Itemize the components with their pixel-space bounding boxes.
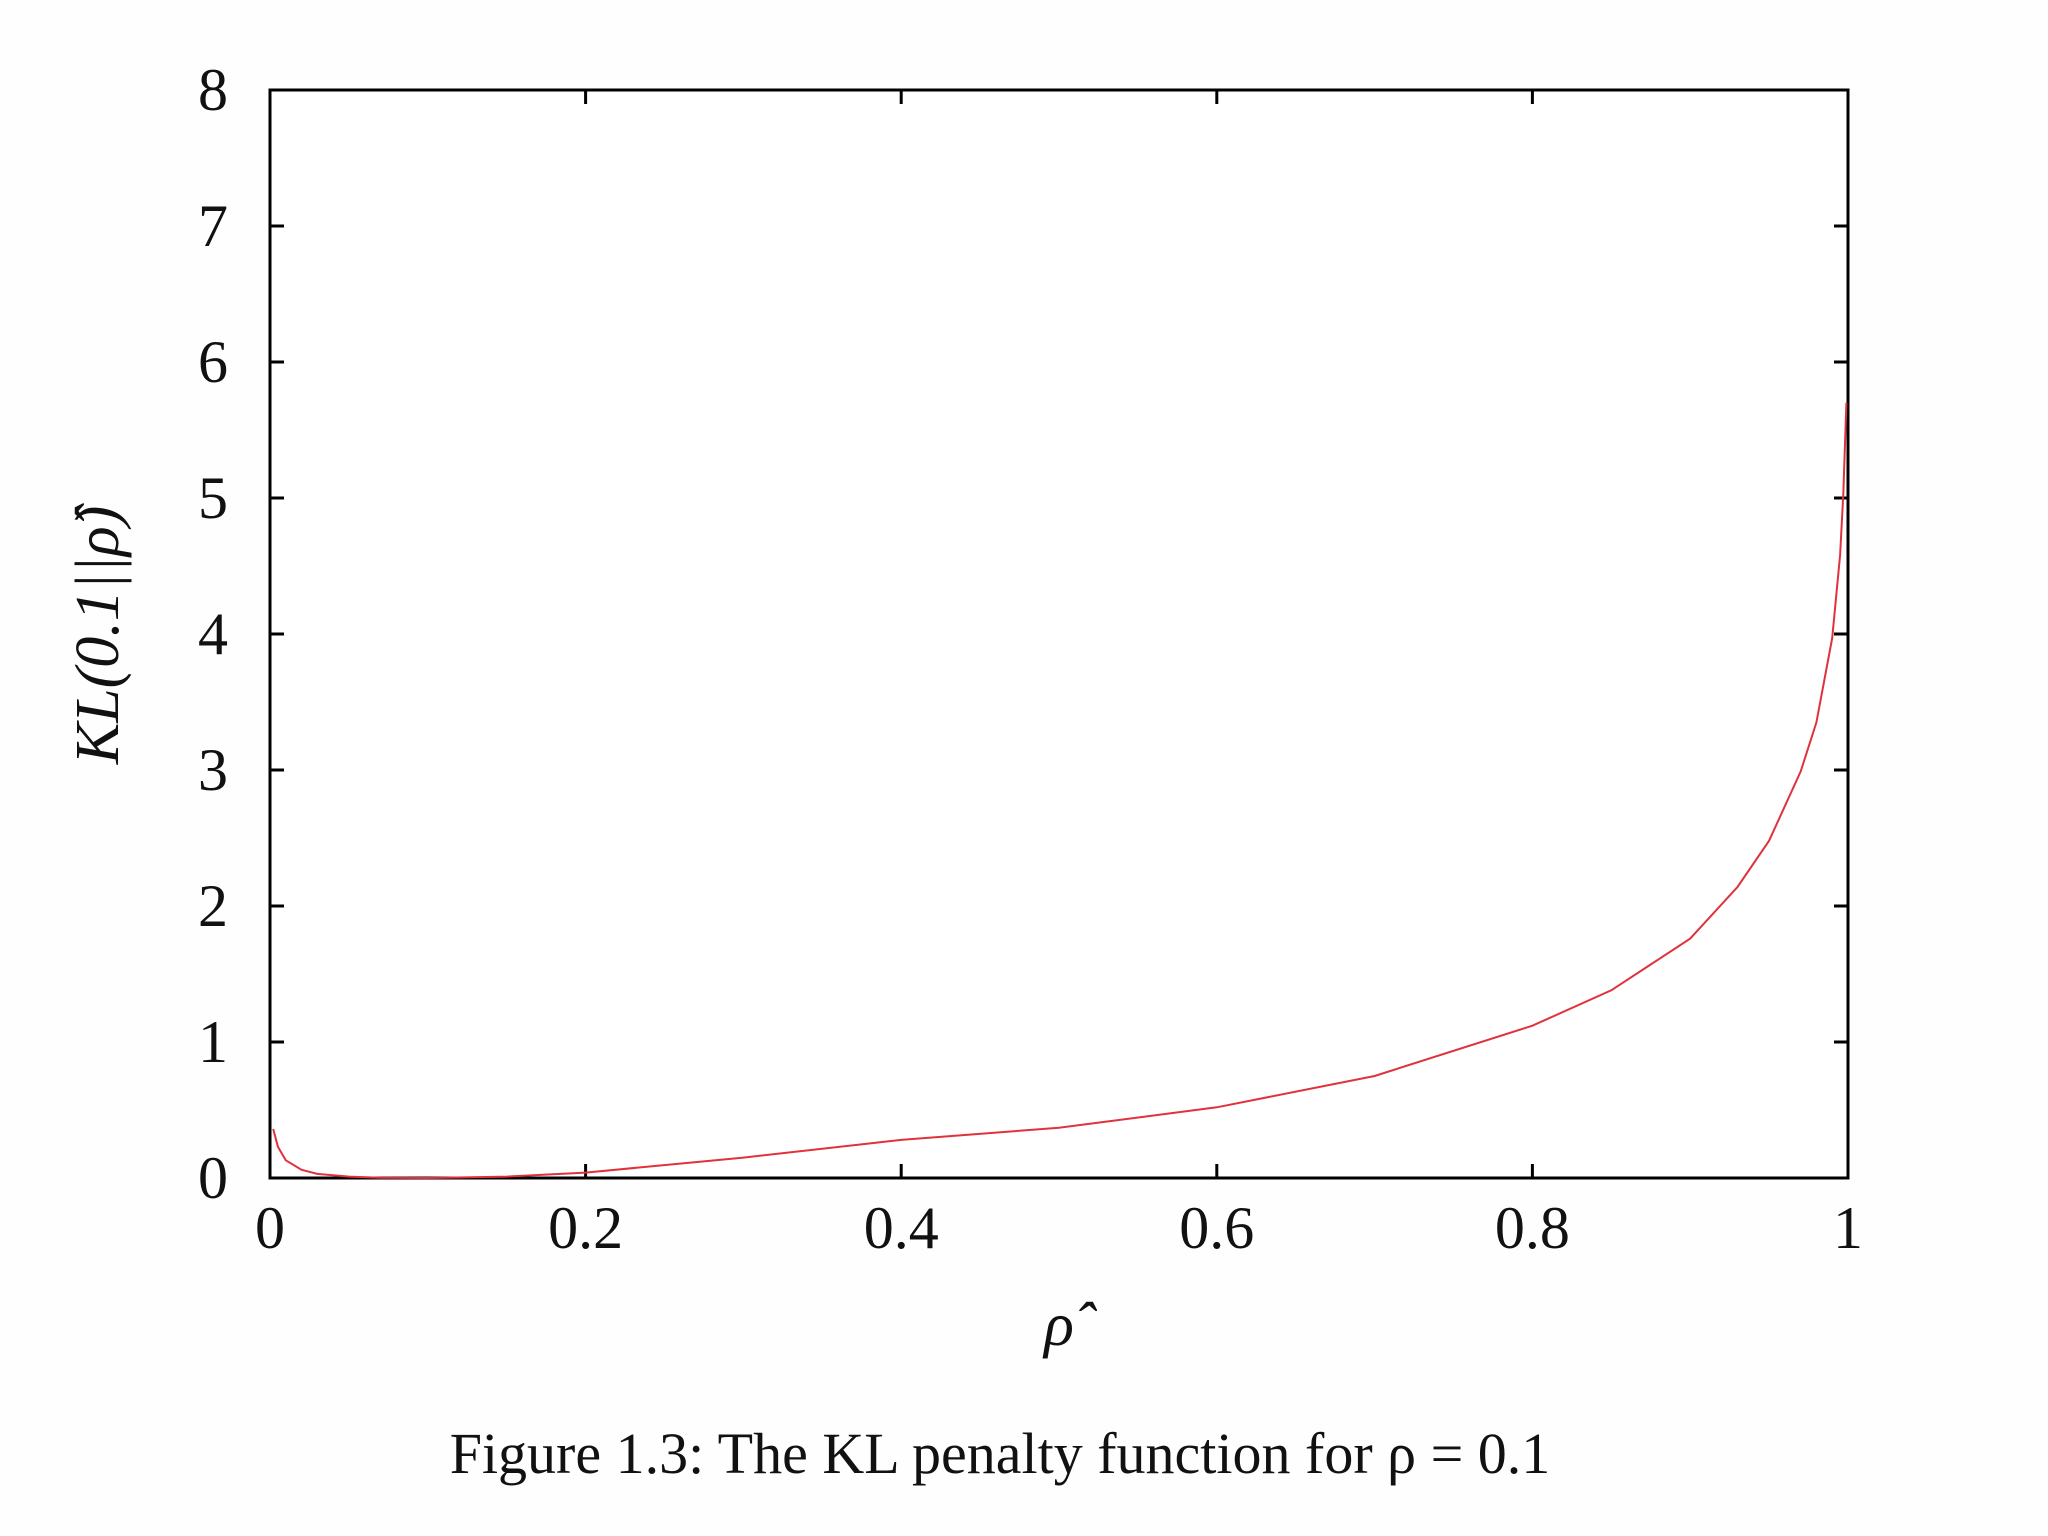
plot-area: 0 0.2 0.4 0.6 0.8 1 0 1 2 3 4 5 6 7 8 bbox=[198, 57, 1863, 1261]
kl-penalty-curve bbox=[272, 402, 1848, 1180]
y-tick-labels: 0 1 2 3 4 5 6 7 8 bbox=[198, 57, 228, 1211]
x-tick-label: 1 bbox=[1833, 1195, 1863, 1261]
y-tick-label: 4 bbox=[198, 601, 228, 667]
y-tick-label: 2 bbox=[198, 873, 228, 939]
x-tick-label: 0.2 bbox=[548, 1195, 623, 1261]
y-tick-label: 5 bbox=[198, 465, 228, 531]
x-axis-label: ρ̂ bbox=[1042, 1291, 1098, 1359]
axis-ticks bbox=[268, 88, 1850, 1180]
y-tick-label: 1 bbox=[198, 1009, 228, 1075]
figure-caption: Figure 1.3: The KL penalty function for … bbox=[450, 1421, 1551, 1486]
x-tick-label: 0.4 bbox=[864, 1195, 939, 1261]
y-tick-label: 8 bbox=[198, 57, 228, 123]
y-tick-label: 3 bbox=[198, 737, 228, 803]
x-tick-label: 0.8 bbox=[1495, 1195, 1570, 1261]
x-tick-label: 0.6 bbox=[1179, 1195, 1254, 1261]
x-tick-label: 0 bbox=[255, 1195, 285, 1261]
y-tick-label: 7 bbox=[198, 193, 228, 259]
y-tick-label: 0 bbox=[198, 1145, 228, 1211]
plot-frame bbox=[268, 88, 1850, 1180]
y-tick-label: 6 bbox=[198, 329, 228, 395]
x-tick-labels: 0 0.2 0.4 0.6 0.8 1 bbox=[255, 1195, 1863, 1261]
y-axis-label: KL(0.1||ρ̂) bbox=[64, 502, 132, 765]
